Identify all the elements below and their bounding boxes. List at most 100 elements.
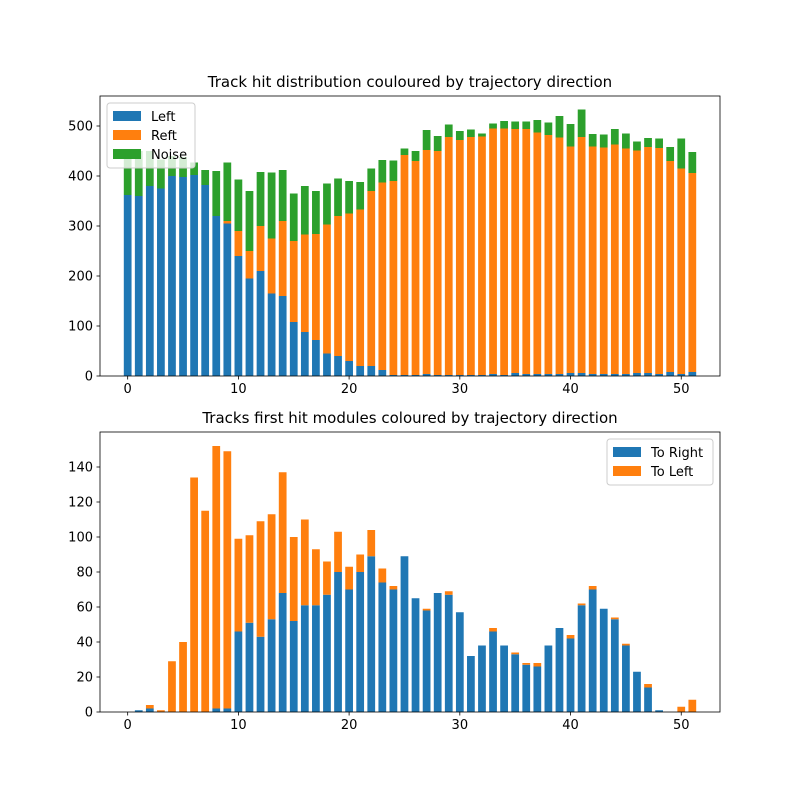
bar xyxy=(467,129,475,137)
bar xyxy=(610,144,619,374)
bar xyxy=(422,374,431,376)
bar xyxy=(444,375,453,376)
bar xyxy=(533,663,542,667)
bar xyxy=(422,150,431,374)
bar xyxy=(389,160,398,181)
bar xyxy=(289,241,298,322)
bar xyxy=(566,638,575,712)
bar xyxy=(489,631,497,712)
bar xyxy=(677,138,686,169)
bar xyxy=(367,191,376,366)
bar xyxy=(145,708,154,712)
bar xyxy=(644,684,652,688)
bar xyxy=(677,168,686,374)
bar xyxy=(566,373,575,376)
bar xyxy=(433,593,442,712)
bar xyxy=(677,706,686,712)
bar xyxy=(622,645,630,712)
bar xyxy=(267,172,276,239)
bar xyxy=(378,160,387,183)
bar xyxy=(433,136,442,151)
bar xyxy=(555,116,564,138)
bar xyxy=(411,161,420,375)
bar xyxy=(323,594,331,712)
bar xyxy=(145,705,154,709)
bar xyxy=(644,687,652,712)
bar xyxy=(289,193,298,241)
bar xyxy=(234,631,243,712)
bars xyxy=(123,109,697,376)
bar xyxy=(345,361,353,376)
bar xyxy=(422,608,431,611)
chart-2: 0 10 20 30 40 50 0 20 40 60 80 100 120 140 Tracks firs… xyxy=(68,409,721,733)
chart-title: Tracks first hit modules coloured by tra… xyxy=(201,409,617,427)
legend-label: Reft xyxy=(151,129,177,144)
bar xyxy=(666,161,675,372)
legend-swatch xyxy=(113,111,141,121)
bar xyxy=(278,296,287,376)
x-tick-label: 30 xyxy=(452,382,469,397)
bar xyxy=(588,134,597,147)
bar xyxy=(334,178,342,216)
bar xyxy=(610,374,619,376)
bar xyxy=(123,195,132,376)
bar xyxy=(323,224,331,354)
bar xyxy=(157,710,165,712)
legend-label: To Left xyxy=(650,465,693,480)
bar xyxy=(489,128,497,374)
legend-swatch xyxy=(113,130,141,140)
bar xyxy=(389,181,398,375)
bar xyxy=(633,150,641,373)
bar xyxy=(577,603,586,606)
x-tick-label: 30 xyxy=(452,718,469,733)
y-tick-label: 140 xyxy=(68,461,93,476)
axes-frame xyxy=(99,95,721,377)
bar xyxy=(267,619,276,712)
bar xyxy=(345,566,353,590)
bar xyxy=(444,124,453,137)
bar xyxy=(500,121,508,129)
bar xyxy=(577,109,586,137)
bar xyxy=(190,477,198,712)
bar xyxy=(500,645,508,712)
bar xyxy=(356,182,365,210)
y-tick-label: 100 xyxy=(68,531,93,546)
bar xyxy=(588,374,597,376)
bar xyxy=(223,221,232,224)
y-tick-label: 40 xyxy=(76,636,93,651)
bar xyxy=(312,549,320,606)
y-tick-label: 0 xyxy=(85,706,93,721)
bar xyxy=(444,591,453,595)
legend-label: Noise xyxy=(151,148,187,163)
bar xyxy=(323,561,331,595)
bar xyxy=(489,123,497,129)
bar xyxy=(278,221,287,296)
bar xyxy=(433,375,442,376)
bar xyxy=(610,617,619,620)
bar xyxy=(422,610,431,712)
bar xyxy=(256,226,265,271)
bar xyxy=(234,231,243,256)
bar xyxy=(278,593,287,712)
bar xyxy=(201,170,210,185)
bar xyxy=(323,183,331,225)
y-tick-label: 500 xyxy=(68,120,93,135)
bar xyxy=(256,271,265,376)
bar xyxy=(444,594,453,712)
bar xyxy=(223,223,232,376)
bar xyxy=(389,586,398,590)
bar xyxy=(533,132,542,374)
bar xyxy=(455,131,464,140)
bar xyxy=(544,135,553,374)
y-tick-label: 400 xyxy=(68,170,93,185)
bar xyxy=(511,129,520,373)
bar xyxy=(179,642,187,712)
bar xyxy=(400,556,409,712)
bar xyxy=(633,671,641,712)
legend-label: To Right xyxy=(650,446,703,461)
bar xyxy=(444,137,453,375)
bar xyxy=(644,138,652,147)
bar xyxy=(633,373,641,376)
